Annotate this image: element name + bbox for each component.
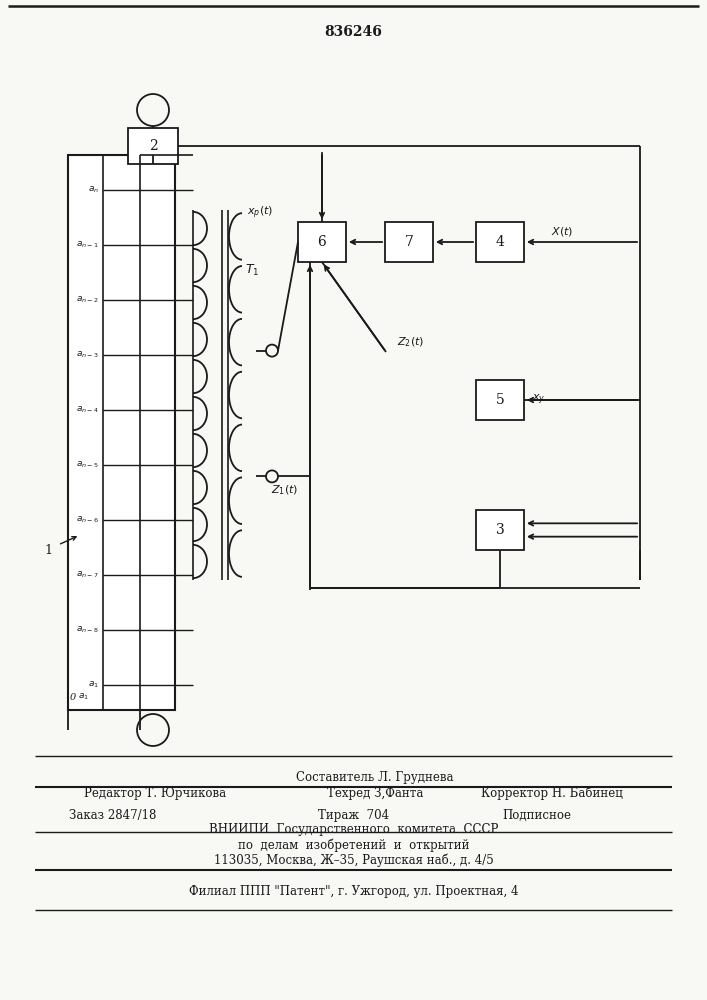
Text: $X(t)$: $X(t)$ [551,226,573,238]
Text: 0: 0 [70,692,76,702]
Bar [128,128,178,164]
Text: $a_{n-6}$: $a_{n-6}$ [76,515,99,525]
Text: 113035, Москва, Ж–35, Раушская наб., д. 4/5: 113035, Москва, Ж–35, Раушская наб., д. … [214,853,493,867]
Text: Техред З,Фанта: Техред З,Фанта [327,786,423,800]
Text: Редактор Т. Юрчикова: Редактор Т. Юрчикова [84,786,227,800]
Text: $a_{n-3}$: $a_{n-3}$ [76,350,99,360]
Text: $x_p(t)$: $x_p(t)$ [247,205,273,221]
Text: $a_{n-1}$: $a_{n-1}$ [76,240,99,250]
Bar [68,155,175,710]
Text: $a_1$: $a_1$ [88,680,99,690]
Text: 1: 1 [44,544,52,556]
Text: по  делам  изобретений  и  открытий: по делам изобретений и открытий [238,838,469,852]
Text: $a_{n-4}$: $a_{n-4}$ [76,405,99,415]
Text: $a_{n-5}$: $a_{n-5}$ [76,460,99,470]
Text: 3: 3 [496,523,504,537]
Text: $a_1$: $a_1$ [78,692,89,702]
Text: $T_1$: $T_1$ [245,262,259,278]
Text: Заказ 2847/18: Заказ 2847/18 [69,808,157,822]
Text: 2: 2 [148,139,158,153]
Text: $a_n$: $a_n$ [88,185,99,195]
Text: $Z_1(t)$: $Z_1(t)$ [271,483,298,497]
Text: 7: 7 [404,235,414,249]
Text: 4: 4 [496,235,504,249]
Text: Тираж  704: Тираж 704 [318,808,389,822]
Bar [298,222,346,262]
Text: ВНИИПИ  Государственного  комитета  СССР: ВНИИПИ Государственного комитета СССР [209,824,498,836]
Text: Корректор Н. Бабинец: Корректор Н. Бабинец [481,786,622,800]
Bar [385,222,433,262]
Text: $a_{n-8}$: $a_{n-8}$ [76,625,99,635]
Bar [476,380,524,420]
Bar [476,510,524,550]
Text: Составитель Л. Груднева: Составитель Л. Груднева [296,772,453,784]
Text: Подписное: Подписное [503,808,572,822]
Text: 836246: 836246 [324,25,382,39]
Bar [476,222,524,262]
Text: 5: 5 [496,393,504,407]
Text: $Z_2(t)$: $Z_2(t)$ [397,335,425,349]
Text: $a_{n-2}$: $a_{n-2}$ [76,295,99,305]
Text: Филиал ППП "Патент", г. Ужгород, ул. Проектная, 4: Филиал ППП "Патент", г. Ужгород, ул. Про… [189,886,518,898]
Text: 6: 6 [317,235,327,249]
Text: $a_{n-7}$: $a_{n-7}$ [76,570,99,580]
Text: $x_y$: $x_y$ [532,393,546,407]
